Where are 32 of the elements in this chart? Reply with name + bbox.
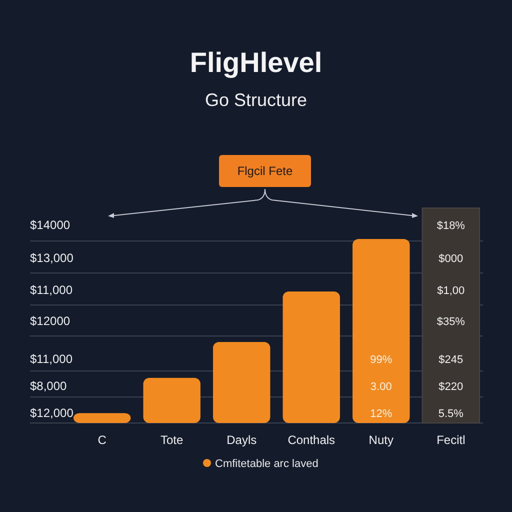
annotation: $245 (438, 354, 464, 366)
text: $14000 (30, 218, 70, 232)
annotation: 99% (370, 354, 392, 366)
annotation: $1,00 (437, 284, 465, 297)
text: Flgcil Fete (237, 164, 293, 178)
x-tick-label: Dayls (226, 433, 257, 448)
bar (143, 378, 200, 423)
annotation: 3.00 (370, 380, 392, 393)
annotation: $12000 (30, 314, 70, 328)
chart-title: FligHlevel (190, 47, 322, 78)
x-tick-label: Tote (160, 433, 184, 448)
x-tick-label: C (98, 433, 107, 448)
x-tick-label: Conthals (288, 433, 336, 448)
text: $18% (436, 220, 466, 232)
legend-label: Cmfitetable arc laved (215, 458, 318, 470)
bar (73, 413, 131, 423)
bar (213, 342, 270, 423)
annotation: 12% (370, 408, 392, 420)
annotation: $13,000 (30, 251, 74, 266)
annotation: 5.5% (438, 408, 464, 420)
annotation: $11,000 (30, 283, 73, 298)
chart-subtitle: Go Structure (204, 90, 308, 110)
annotation: $12,000 (30, 406, 74, 420)
bar (352, 239, 410, 423)
bar (282, 291, 340, 423)
x-tick-label: Fecitl (436, 433, 466, 448)
annotation: $8,000 (30, 379, 68, 394)
x-tick-label: Nuty (368, 433, 394, 448)
annotation: $000 (438, 252, 464, 265)
annotation: $11,000 (30, 352, 73, 366)
annotation: $35% (436, 316, 466, 328)
annotation: $220 (438, 380, 464, 393)
